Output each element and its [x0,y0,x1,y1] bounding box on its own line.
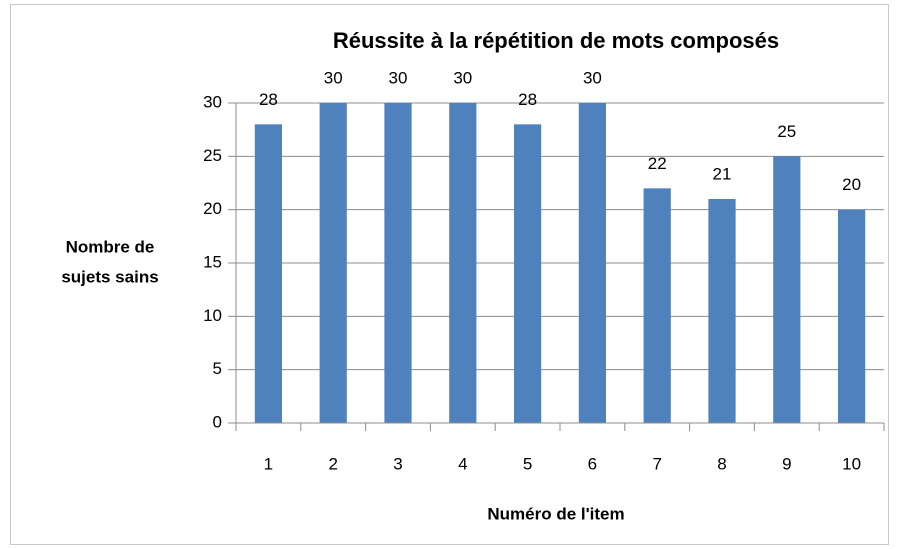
y-tick-label: 0 [213,412,222,431]
x-tick-label: 7 [652,454,661,473]
y-tick-label: 15 [203,252,222,271]
x-tick-label: 10 [842,454,861,473]
y-tick-label: 10 [203,306,222,325]
bar [449,103,477,423]
data-label: 30 [583,68,602,87]
data-label: 30 [389,68,408,87]
y-tick-label: 30 [203,92,222,111]
data-label: 25 [777,122,796,141]
x-tick-label: 6 [588,454,597,473]
chart-title: Réussite à la répétition de mots composé… [333,28,779,53]
x-tick-label: 8 [717,454,726,473]
x-axis-label: Numéro de l'item [487,504,624,523]
bar [578,103,607,423]
data-label: 28 [259,90,278,109]
bar [513,124,542,423]
bar [319,103,347,423]
data-label: 30 [324,68,343,87]
x-tick-label: 4 [458,454,467,473]
data-label: 20 [842,175,861,194]
x-tick-label: 5 [523,454,532,473]
y-axis-label: Nombre de [66,237,155,256]
data-label: 28 [518,90,537,109]
data-label: 21 [713,164,732,183]
x-tick-label: 2 [328,454,337,473]
bar [643,188,671,423]
data-label: 30 [453,68,472,87]
bar [837,209,866,423]
x-tick-label: 9 [782,454,791,473]
bar [254,124,283,423]
y-axis-label: sujets sains [61,267,158,286]
bar [773,156,801,424]
bar [708,199,736,423]
y-tick-label: 25 [203,146,222,165]
bar [384,103,412,423]
y-tick-label: 5 [213,359,222,378]
x-tick-label: 3 [393,454,402,473]
data-label: 22 [648,154,667,173]
x-tick-label: 1 [264,454,273,473]
y-tick-label: 20 [203,199,222,218]
